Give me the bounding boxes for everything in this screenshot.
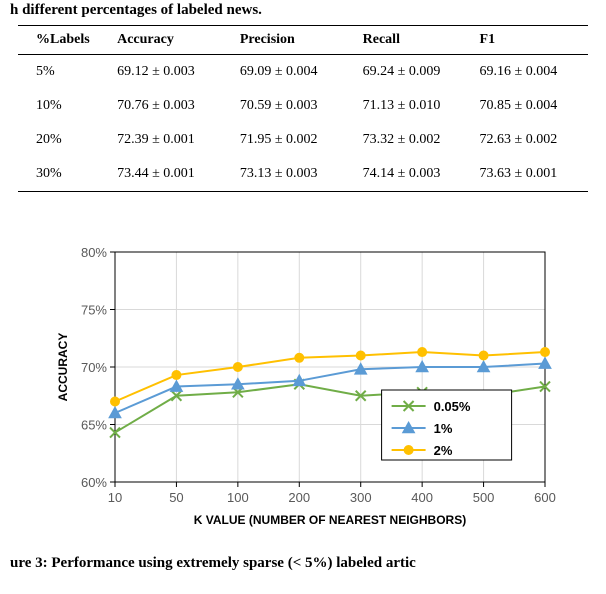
svg-text:65%: 65%: [81, 418, 107, 433]
table-caption-fragment: h different percentages of labeled news.: [10, 0, 596, 25]
svg-text:K VALUE (NUMBER OF NEAREST NEI: K VALUE (NUMBER OF NEAREST NEIGHBORS): [194, 513, 466, 527]
table-cell: 73.63 ± 0.001: [476, 157, 588, 192]
table-cell: 71.13 ± 0.010: [359, 89, 476, 123]
table-cell: 70.85 ± 0.004: [476, 89, 588, 123]
table-cell: 69.16 ± 0.004: [476, 55, 588, 90]
chart-legend: 0.05% 1% 2%: [382, 390, 512, 460]
figure-caption-fragment: ure 3: Performance using extremely spars…: [10, 547, 596, 572]
table-cell: 72.63 ± 0.002: [476, 123, 588, 157]
table-cell: 70.76 ± 0.003: [113, 89, 236, 123]
table-cell: 70.59 ± 0.003: [236, 89, 359, 123]
table-cell: 73.32 ± 0.002: [359, 123, 476, 157]
table-cell: 72.39 ± 0.001: [113, 123, 236, 157]
table-col-header: Accuracy: [113, 26, 236, 55]
svg-text:600: 600: [534, 490, 556, 505]
table-cell: 71.95 ± 0.002: [236, 123, 359, 157]
svg-text:300: 300: [350, 490, 372, 505]
table-cell: 69.09 ± 0.004: [236, 55, 359, 90]
table-row: 5%69.12 ± 0.00369.09 ± 0.00469.24 ± 0.00…: [18, 55, 588, 90]
svg-text:75%: 75%: [81, 303, 107, 318]
table-row: 20%72.39 ± 0.00171.95 ± 0.00273.32 ± 0.0…: [18, 123, 588, 157]
table-cell: 74.14 ± 0.003: [359, 157, 476, 192]
table-cell: 5%: [18, 55, 113, 90]
table-cell: 10%: [18, 89, 113, 123]
table-cell: 69.24 ± 0.009: [359, 55, 476, 90]
svg-text:ACCURACY: ACCURACY: [56, 333, 70, 402]
svg-text:0.05%: 0.05%: [434, 399, 471, 414]
svg-text:80%: 80%: [81, 245, 107, 260]
table-header-row: %LabelsAccuracyPrecisionRecallF1: [18, 26, 588, 55]
line-chart: 60% 65% 70% 75% 80% 10 50 100 200 300 400 500 600 K V…: [43, 232, 563, 542]
table-cell: 73.44 ± 0.001: [113, 157, 236, 192]
table-cell: 73.13 ± 0.003: [236, 157, 359, 192]
svg-text:400: 400: [411, 490, 433, 505]
table-col-header: Recall: [359, 26, 476, 55]
svg-text:10: 10: [108, 490, 122, 505]
svg-text:60%: 60%: [81, 475, 107, 490]
table-row: 10%70.76 ± 0.00370.59 ± 0.00371.13 ± 0.0…: [18, 89, 588, 123]
metrics-table: %LabelsAccuracyPrecisionRecallF1 5%69.12…: [18, 25, 588, 192]
table-body: 5%69.12 ± 0.00369.09 ± 0.00469.24 ± 0.00…: [18, 55, 588, 192]
svg-text:100: 100: [227, 490, 249, 505]
svg-text:500: 500: [473, 490, 495, 505]
svg-text:2%: 2%: [434, 443, 453, 458]
svg-text:70%: 70%: [81, 360, 107, 375]
table-cell: 69.12 ± 0.003: [113, 55, 236, 90]
table-col-header: F1: [476, 26, 588, 55]
table-row: 30%73.44 ± 0.00173.13 ± 0.00374.14 ± 0.0…: [18, 157, 588, 192]
svg-text:50: 50: [169, 490, 183, 505]
table-col-header: %Labels: [18, 26, 113, 55]
svg-text:200: 200: [288, 490, 310, 505]
table-col-header: Precision: [236, 26, 359, 55]
svg-text:1%: 1%: [434, 421, 453, 436]
table-cell: 20%: [18, 123, 113, 157]
table-cell: 30%: [18, 157, 113, 192]
